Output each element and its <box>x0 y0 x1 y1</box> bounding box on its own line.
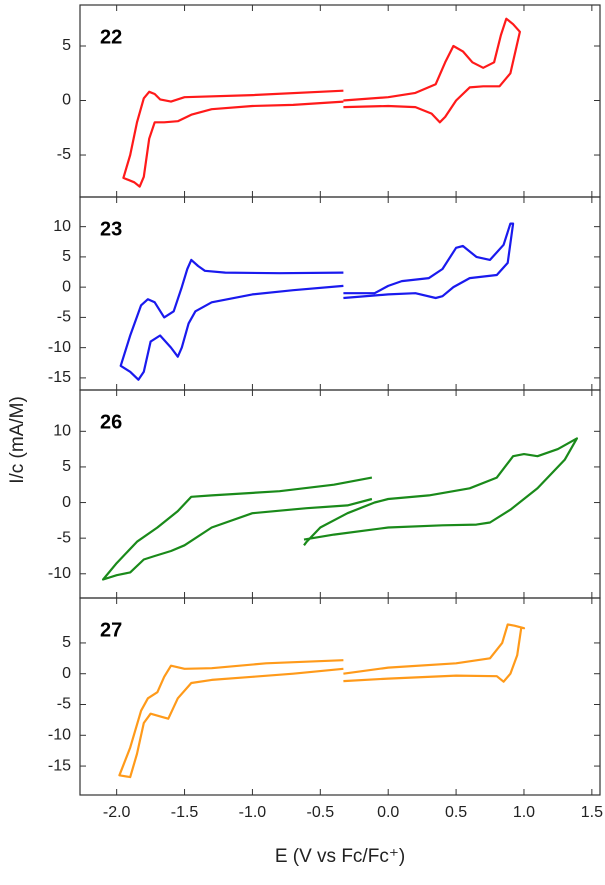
cv-trace <box>119 222 515 381</box>
y-tick-label: 10 <box>53 218 71 235</box>
y-tick-label: 5 <box>62 458 71 475</box>
x-tick-label: 0.0 <box>377 804 399 821</box>
y-tick-label: 0 <box>62 92 71 109</box>
x-tick-label: 1.0 <box>513 804 535 821</box>
y-tick-label: 0 <box>62 665 71 682</box>
y-tick-label: -10 <box>48 565 71 582</box>
x-tick-label: 0.5 <box>445 804 467 821</box>
y-tick-label: 5 <box>62 248 71 265</box>
x-tick-label: 1.5 <box>581 804 603 821</box>
y-tick-label: -5 <box>57 146 71 163</box>
y-tick-label: -15 <box>48 369 71 386</box>
y-tick-label: 5 <box>62 634 71 651</box>
x-tick-label: -0.5 <box>307 804 335 821</box>
y-tick-label: 0 <box>62 494 71 511</box>
cv-trace <box>118 623 526 779</box>
y-axis-label: I/c (mA/M) <box>7 396 28 484</box>
y-tick-label: -10 <box>48 727 71 744</box>
y-tick-label: 0 <box>62 278 71 295</box>
panel-label: 27 <box>100 619 122 641</box>
panel-label: 23 <box>100 218 122 240</box>
x-tick-label: -1.5 <box>171 804 199 821</box>
y-tick-label: -5 <box>57 696 71 713</box>
cv-trace <box>102 437 578 581</box>
y-tick-label: 5 <box>62 37 71 54</box>
y-tick-label: -10 <box>48 339 71 356</box>
x-tick-label: -2.0 <box>103 804 131 821</box>
y-tick-label: -15 <box>48 757 71 774</box>
cv-trace <box>122 17 521 188</box>
y-tick-label: 10 <box>53 423 71 440</box>
y-tick-label: -5 <box>57 529 71 546</box>
panel-frame <box>79 597 601 796</box>
panel-label: 26 <box>100 411 122 433</box>
panel-label: 22 <box>100 26 122 48</box>
y-tick-label: -5 <box>57 309 71 326</box>
panel-frame <box>79 389 601 599</box>
x-axis-label: E (V vs Fc/Fc⁺) <box>275 846 405 867</box>
panel-frame <box>79 196 601 391</box>
x-tick-label: -1.0 <box>239 804 267 821</box>
